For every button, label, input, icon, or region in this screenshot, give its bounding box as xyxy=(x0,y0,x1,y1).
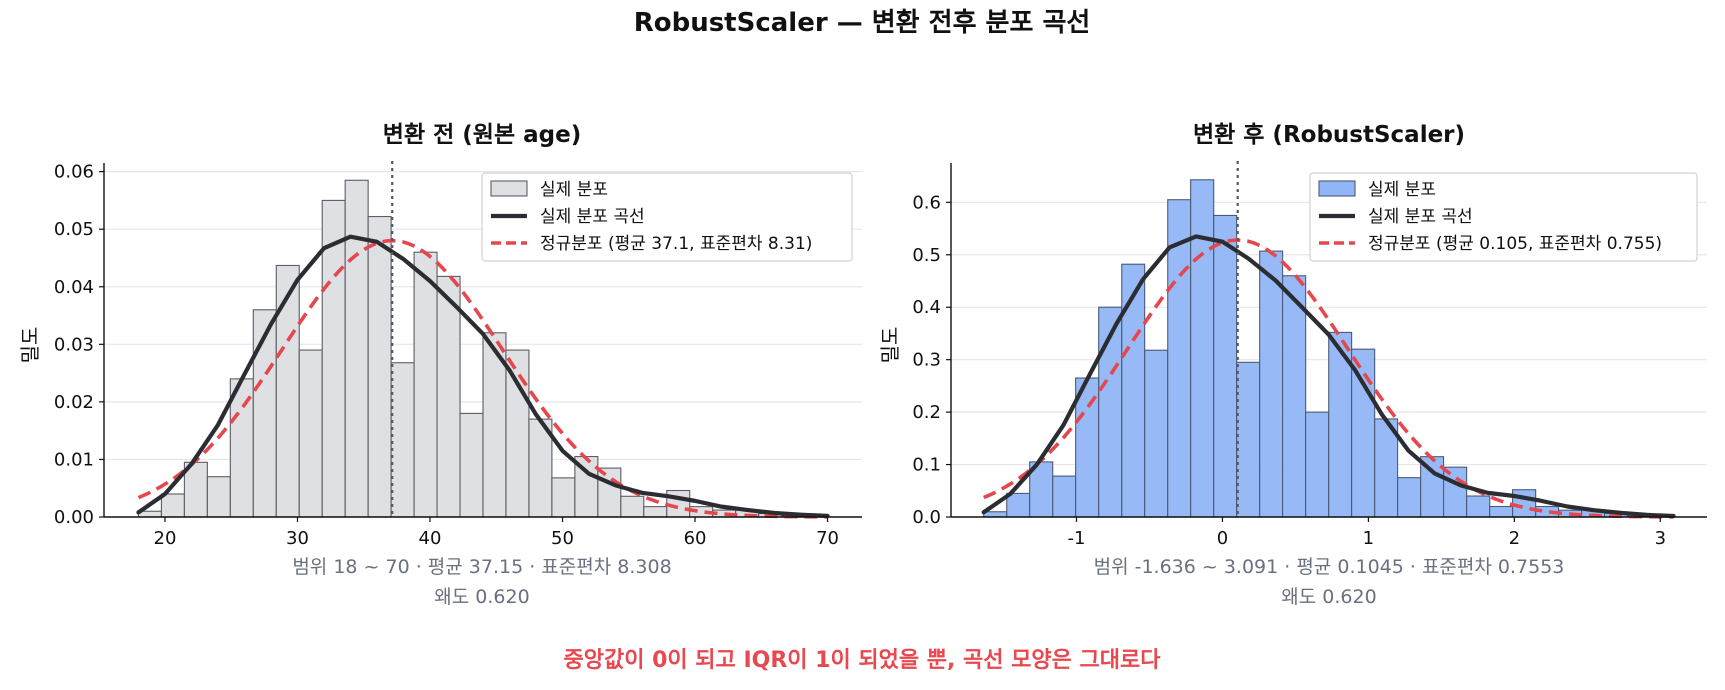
histogram-bar xyxy=(413,251,438,518)
y-tick-label: 0.5 xyxy=(912,245,941,266)
histogram-bar xyxy=(983,511,1008,518)
histogram-bar xyxy=(344,179,369,518)
legend-label: 정규분포 (평균 0.105, 표준편차 0.755) xyxy=(1368,234,1662,254)
panel-after: 변환 후 (RobustScaler) 밀도 범위 -1.636 ~ 3.091… xyxy=(878,122,1707,608)
figure-title: RobustScaler — 변환 전후 분포 곡선 xyxy=(634,8,1091,38)
histogram-bar xyxy=(1121,263,1146,518)
histogram-bar xyxy=(1144,349,1169,518)
histogram-bar xyxy=(390,362,415,518)
stats-line2-after: 왜도 0.620 xyxy=(1281,586,1376,608)
panel-before: 변환 전 (원본 age) 밀도 범위 18 ~ 70 · 평균 37.15 ·… xyxy=(18,122,862,608)
histogram-bar xyxy=(436,275,461,518)
histogram-bar xyxy=(275,264,300,518)
y-tick-label: 0.6 xyxy=(912,192,941,213)
histogram-bar xyxy=(1190,179,1215,518)
ylabel-after: 밀도 xyxy=(878,327,902,364)
x-tick-label: 1 xyxy=(1363,528,1374,549)
histogram-bar xyxy=(459,412,484,518)
histogram-bar xyxy=(620,495,645,518)
x-tick-label: 40 xyxy=(419,528,442,549)
histogram-bar xyxy=(1052,475,1077,518)
x-tick-label: 2 xyxy=(1509,528,1520,549)
histogram-bar xyxy=(597,467,622,518)
y-tick-label: 0.4 xyxy=(912,297,941,318)
x-tick-label: 3 xyxy=(1655,528,1666,549)
ylabel-before: 밀도 xyxy=(18,327,42,364)
histogram-bar xyxy=(1305,411,1330,518)
histogram-bar xyxy=(298,349,323,518)
kde-curve xyxy=(981,234,1676,519)
y-tick-label: 0.3 xyxy=(912,350,941,371)
histogram-bar xyxy=(1006,492,1031,518)
y-tick-label: 0.05 xyxy=(54,219,94,240)
histogram-bar xyxy=(643,506,668,518)
legend-label: 실제 분포 곡선 xyxy=(1368,207,1473,227)
y-tick-label: 0.04 xyxy=(54,277,94,298)
footnote: 중앙값이 0이 되고 IQR이 1이 되었을 뿐, 곡선 모양은 그대로다 xyxy=(563,648,1161,673)
y-tick-label: 0.0 xyxy=(912,507,941,528)
histogram-bars xyxy=(137,179,829,518)
legend-box xyxy=(481,172,853,262)
stats-line1-after: 범위 -1.636 ~ 3.091 · 평균 0.1045 · 표준편차 0.7… xyxy=(1094,556,1565,578)
panel-title-after: 변환 후 (RobustScaler) xyxy=(1193,122,1465,148)
histogram-bar xyxy=(1466,495,1491,518)
histogram-bar xyxy=(1282,275,1307,518)
legend-label: 실제 분포 곡선 xyxy=(540,207,645,227)
histogram-bar xyxy=(206,476,231,518)
histogram-bar xyxy=(505,349,530,518)
stats-line1-before: 범위 18 ~ 70 · 평균 37.15 · 표준편차 8.308 xyxy=(292,556,671,578)
histogram-bar xyxy=(1213,214,1238,518)
kde-curve xyxy=(136,234,830,518)
y-tick-label: 0.00 xyxy=(54,507,94,528)
histogram-bar xyxy=(252,309,277,518)
legend-swatch-histogram xyxy=(490,180,528,197)
y-tick-label: 0.2 xyxy=(912,402,941,423)
panel-title-before: 변환 전 (원본 age) xyxy=(383,122,581,148)
histogram-bar xyxy=(1443,466,1468,518)
histogram-bar xyxy=(1236,361,1261,518)
x-tick-label: 50 xyxy=(551,528,574,549)
x-tick-label: 60 xyxy=(684,528,707,549)
histogram-bar xyxy=(1259,250,1284,518)
normal-curve xyxy=(137,238,828,519)
legend-box xyxy=(1309,172,1698,262)
y-tick-label: 0.01 xyxy=(54,449,94,470)
legend-label: 실제 분포 xyxy=(540,180,608,200)
histogram-bar xyxy=(1397,477,1422,518)
x-tick-label: 70 xyxy=(816,528,839,549)
histogram-bar xyxy=(367,215,392,518)
x-tick-label: 20 xyxy=(154,528,177,549)
histogram-bar xyxy=(551,477,576,518)
stats-line2-before: 왜도 0.620 xyxy=(434,586,529,608)
y-tick-label: 0.06 xyxy=(54,162,94,183)
normal-curve xyxy=(982,238,1674,519)
histogram-bar xyxy=(1512,489,1537,518)
x-tick-label: -1 xyxy=(1068,528,1086,549)
legend-label: 실제 분포 xyxy=(1368,180,1436,200)
x-tick-label: 30 xyxy=(286,528,309,549)
legend-label: 정규분포 (평균 37.1, 표준편차 8.31) xyxy=(540,234,812,254)
y-tick-label: 0.03 xyxy=(54,334,94,355)
x-tick-label: 0 xyxy=(1217,528,1228,549)
histogram-bar xyxy=(160,493,185,518)
legend-swatch-histogram xyxy=(1318,180,1356,197)
y-tick-label: 0.1 xyxy=(912,455,941,476)
y-tick-label: 0.02 xyxy=(54,392,94,413)
histogram-bar xyxy=(1489,505,1514,518)
